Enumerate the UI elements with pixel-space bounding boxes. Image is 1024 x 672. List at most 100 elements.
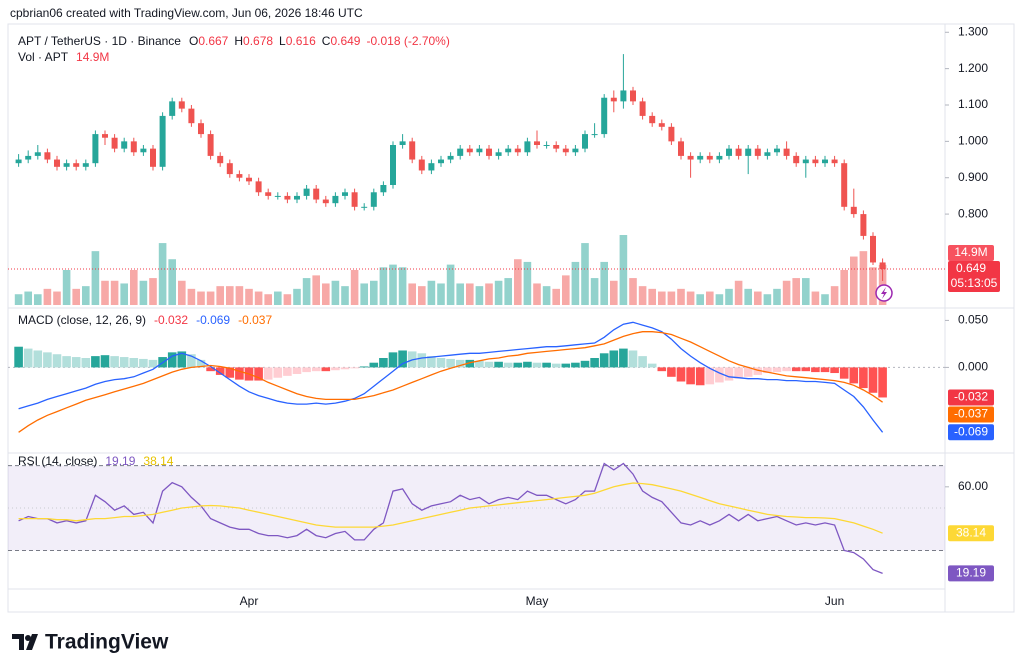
y-tick-label: 1.200 (958, 61, 988, 75)
symbol: APT / TetherUS · 1D · Binance (18, 34, 181, 48)
macd-hist-bar (91, 356, 100, 368)
candle-body (543, 145, 550, 146)
candle-body (658, 123, 665, 127)
volume-bar (773, 288, 781, 305)
macd-hist-bar (81, 358, 91, 368)
candle-body (130, 141, 137, 153)
macd-hist-bar (801, 367, 811, 372)
macd-hist-bar (782, 367, 791, 372)
indicator-line (18, 321, 884, 433)
macd-hist-bar (398, 350, 407, 368)
macd-label-box (948, 424, 994, 441)
macd-hist-bar (724, 367, 734, 381)
candle-body (217, 155, 224, 164)
volume-bar (130, 270, 138, 305)
volume-label-box (948, 245, 994, 261)
candle-body (860, 214, 867, 236)
volume-bar (696, 294, 704, 305)
candle-body (178, 101, 185, 109)
macd-hist-bar (571, 362, 580, 368)
macd-hist-bar (839, 367, 849, 379)
candle-body (812, 159, 819, 164)
volume-bar (264, 294, 272, 305)
macd-hist-bar (62, 356, 71, 368)
volume-bar (619, 235, 628, 305)
volume-bar (734, 280, 743, 305)
macd-hist-bar (273, 367, 283, 378)
macd-hist-bar (331, 367, 340, 371)
macd-hist-bar (494, 361, 503, 368)
candle-body (390, 145, 396, 185)
rsi-title: RSI (14, close) (18, 454, 97, 468)
macd-hist-bar (427, 356, 436, 368)
macd-hist-bar (849, 367, 859, 384)
volume-bar (226, 286, 234, 305)
open-value: 0.667 (198, 34, 228, 48)
macd-hist-bar (609, 350, 619, 368)
alert-bolt[interactable] (881, 287, 887, 299)
macd-hist-bar (830, 367, 839, 374)
volume-bar (370, 280, 378, 305)
volume-bar (178, 280, 186, 305)
price-label-box (948, 261, 1000, 292)
x-tick-label: Jun (825, 594, 844, 608)
candle-body (572, 148, 579, 153)
macd-hist-bar (715, 367, 724, 383)
macd-hist-bar (811, 367, 820, 373)
candle-body (486, 148, 492, 156)
rsi-ma-label-box (948, 525, 994, 542)
volume-bar (466, 283, 474, 305)
macd-hist-bar (283, 367, 292, 376)
candle-body (764, 152, 771, 156)
candle-body (322, 199, 329, 204)
candle-body (783, 148, 790, 156)
candle-body (505, 148, 512, 153)
volume-bar (840, 270, 848, 305)
macd-hist-bar (772, 367, 782, 373)
volume-bar (830, 286, 839, 305)
candle-body (639, 101, 646, 116)
macd-hist-bar (350, 367, 359, 369)
macd-hist-bar (686, 367, 695, 385)
volume-bar (158, 243, 167, 305)
alert-icon[interactable] (875, 284, 893, 302)
candle-body (620, 90, 627, 102)
macd-hist-bar (100, 355, 110, 368)
volume-bar (350, 270, 359, 305)
rsi-label-box (948, 565, 994, 582)
candle-body (255, 181, 262, 193)
volume-bar (418, 286, 426, 305)
volume-bar (187, 288, 196, 305)
macd-hist-bar (23, 348, 33, 368)
y-tick-label: 1.300 (958, 24, 988, 38)
volume-bar (821, 294, 829, 305)
volume-bar (475, 286, 484, 305)
macd-hist-bar (388, 352, 398, 368)
macd-hist-bar (321, 367, 331, 372)
volume-bar (715, 294, 724, 305)
candle-body (754, 148, 761, 156)
macd-hist-bar (667, 367, 676, 377)
y-tick-label: 0.000 (958, 360, 988, 374)
volume-bar (725, 288, 733, 305)
macd-hist-bar (225, 367, 235, 378)
volume-bar (322, 283, 330, 305)
candle-body (332, 195, 339, 204)
high-value: 0.678 (243, 34, 273, 48)
candle-body (793, 155, 800, 164)
macd-hist-bar (695, 367, 705, 386)
candle-body (44, 152, 51, 160)
logo-mark (12, 634, 38, 650)
candle-body (495, 152, 502, 156)
ohlc-letter: L (279, 34, 286, 48)
candle-body (54, 159, 60, 167)
volume-bar (523, 261, 532, 305)
candle-body (534, 141, 540, 145)
volume-bar (571, 261, 580, 305)
volume-bar (274, 291, 282, 305)
volume-bar (24, 291, 32, 305)
macd-hist-bar (503, 362, 513, 368)
macd-hist-bar (206, 367, 215, 372)
macd-hist-bar (878, 367, 887, 398)
